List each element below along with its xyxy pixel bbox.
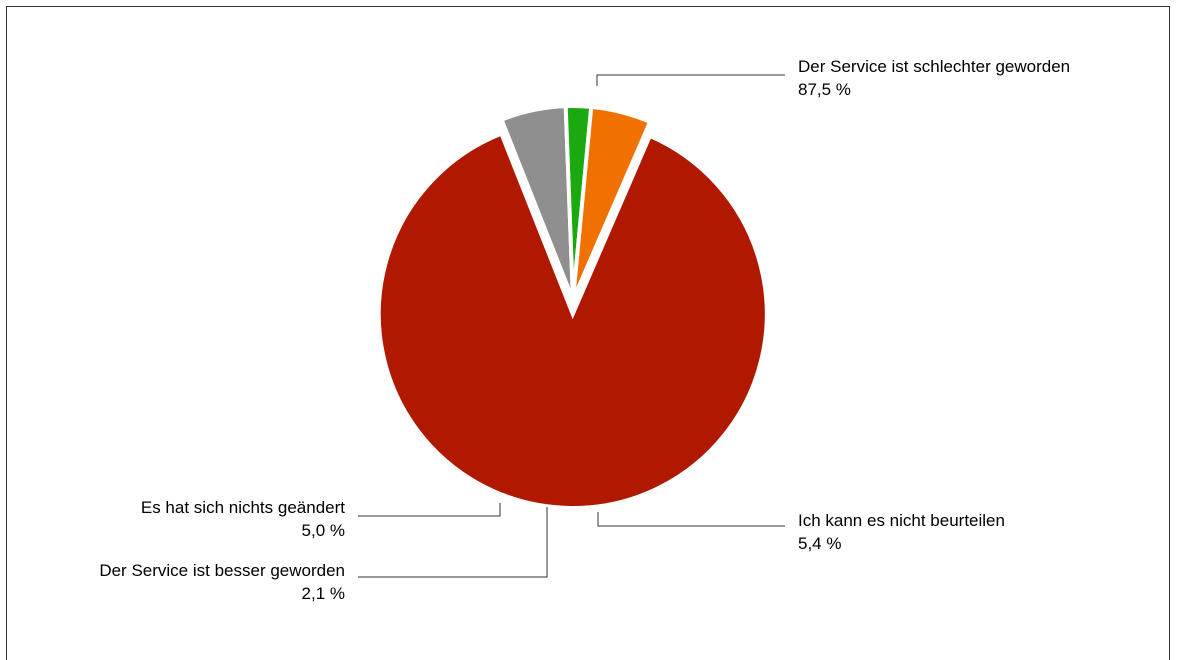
leader-line-2 xyxy=(597,512,785,527)
slice-label-3: Der Service ist besser geworden xyxy=(99,561,345,580)
slice-value-label-1: 87,5 % xyxy=(798,80,851,99)
leader-line-3 xyxy=(358,507,548,578)
pie-slices xyxy=(376,104,769,510)
slice-value-label-3: 2,1 % xyxy=(302,584,345,603)
slice-label-1: Der Service ist schlechter geworden xyxy=(798,57,1070,76)
slice-label-4: Es hat sich nichts geändert xyxy=(141,498,345,517)
pie-slice-4 xyxy=(571,104,653,301)
slice-value-label-4: 5,0 % xyxy=(302,521,345,540)
leader-line-4 xyxy=(358,503,501,517)
slice-labels: Der Service ist schlechter geworden 87,5 … xyxy=(99,57,1070,603)
slice-value-label-2: 5,4 % xyxy=(798,534,841,553)
leader-line-1 xyxy=(596,74,785,86)
leader-lines xyxy=(358,74,785,578)
pie-slice-1 xyxy=(376,131,769,510)
slice-label-2: Ich kann es nicht beurteilen xyxy=(798,511,1005,530)
